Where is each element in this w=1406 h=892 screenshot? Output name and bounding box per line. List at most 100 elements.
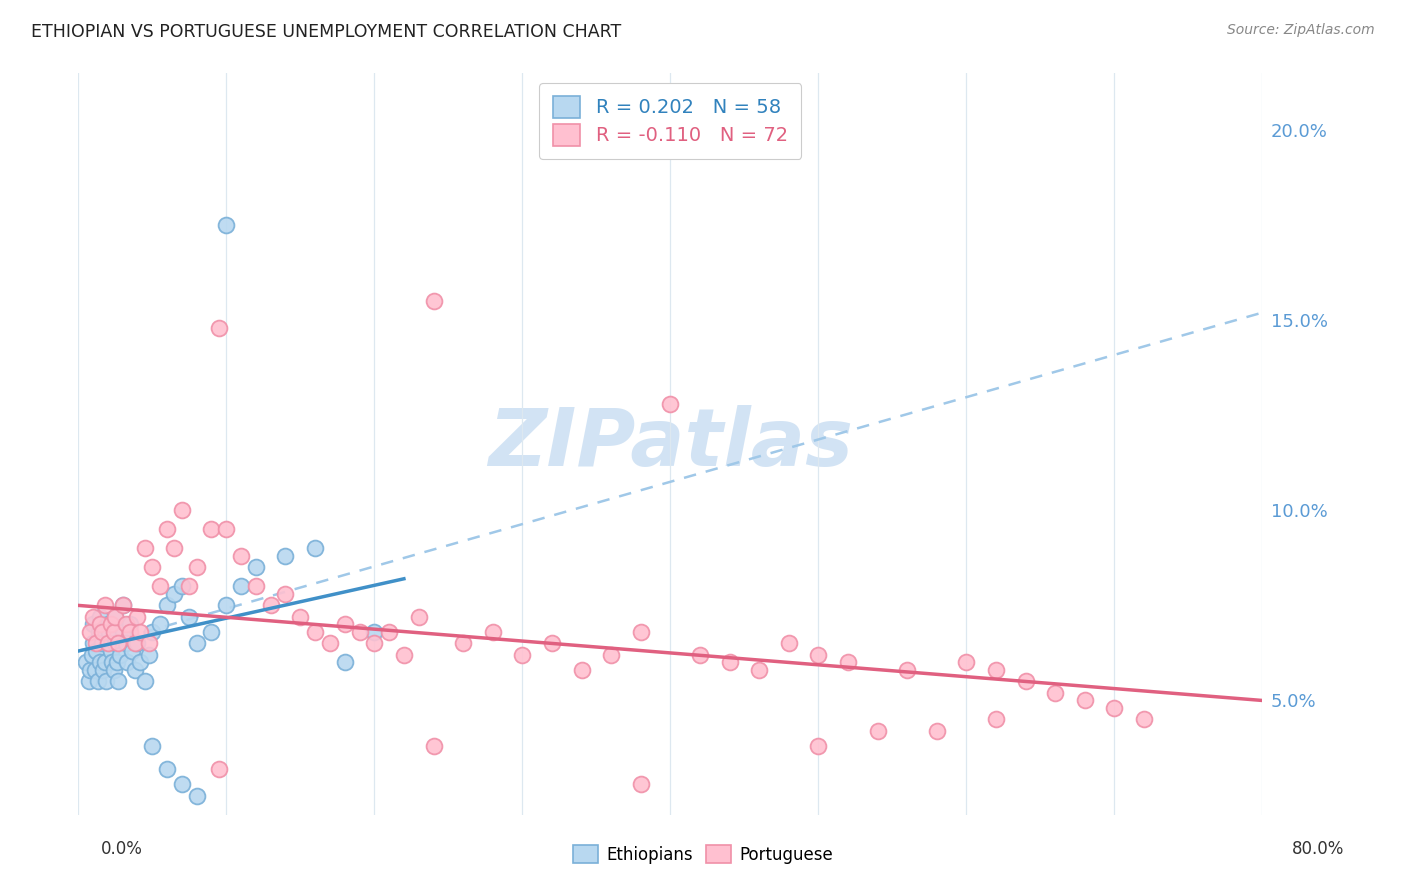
Point (79, 625, 101, 640)
Point (718, 656, 741, 670)
Point (120, 617, 142, 632)
Point (101, 656, 124, 670)
Point (120, 625, 142, 640)
Point (124, 663, 146, 677)
Point (208, 320, 231, 334)
Point (186, 560, 208, 574)
Point (215, 218, 238, 232)
Point (104, 636, 127, 650)
Point (75, 656, 97, 670)
Point (689, 648, 711, 662)
Point (170, 579, 193, 593)
Point (274, 587, 297, 601)
Point (229, 579, 252, 593)
Point (156, 762, 179, 776)
Point (96, 674, 118, 689)
Point (86, 674, 108, 689)
Point (1133, 713, 1156, 727)
Point (138, 636, 160, 650)
Text: 0.0%: 0.0% (101, 840, 143, 858)
Point (114, 617, 136, 632)
Point (186, 789, 208, 803)
Point (541, 636, 564, 650)
Point (80, 648, 103, 662)
Point (82, 636, 104, 650)
Point (91, 636, 114, 650)
Point (127, 636, 149, 650)
Point (304, 541, 326, 556)
Point (100, 644, 122, 658)
Point (170, 503, 193, 517)
Point (925, 723, 948, 738)
Point (208, 762, 231, 776)
Point (82, 609, 104, 624)
Point (363, 636, 385, 650)
Point (837, 656, 859, 670)
Point (392, 648, 415, 662)
Point (111, 625, 134, 640)
Point (630, 777, 652, 791)
Point (274, 549, 297, 563)
Point (215, 522, 238, 536)
Point (186, 636, 208, 650)
Point (105, 656, 128, 670)
Point (1043, 686, 1066, 700)
Point (659, 397, 682, 411)
Point (89, 609, 111, 624)
Point (778, 636, 800, 650)
Point (163, 541, 186, 556)
Point (111, 599, 134, 613)
Point (115, 656, 138, 670)
Point (138, 648, 160, 662)
Text: ETHIOPIAN VS PORTUGUESE UNEMPLOYMENT CORRELATION CHART: ETHIOPIAN VS PORTUGUESE UNEMPLOYMENT COR… (31, 23, 621, 41)
Point (94, 656, 117, 670)
Point (82, 617, 104, 632)
Point (260, 599, 283, 613)
Point (103, 625, 125, 640)
Point (141, 560, 163, 574)
Point (807, 739, 830, 753)
Point (97, 636, 120, 650)
Point (378, 625, 401, 640)
Point (179, 609, 201, 624)
Point (100, 617, 122, 632)
Point (245, 560, 267, 574)
Point (1104, 701, 1126, 715)
Point (304, 625, 326, 640)
Point (229, 549, 252, 563)
Point (84, 644, 107, 658)
Point (319, 636, 342, 650)
Point (104, 609, 127, 624)
Point (124, 636, 146, 650)
Point (163, 587, 186, 601)
Point (290, 609, 312, 624)
Point (510, 648, 533, 662)
Point (200, 522, 222, 536)
Point (127, 609, 149, 624)
Point (134, 674, 156, 689)
Point (156, 522, 179, 536)
Point (149, 617, 172, 632)
Point (129, 656, 152, 670)
Point (481, 625, 503, 640)
Point (408, 609, 430, 624)
Point (91, 625, 114, 640)
Point (215, 599, 238, 613)
Point (1074, 693, 1097, 707)
Point (77, 674, 100, 689)
Point (807, 648, 830, 662)
Point (149, 579, 172, 593)
Point (141, 739, 163, 753)
Point (97, 617, 120, 632)
Point (363, 625, 385, 640)
Point (83, 663, 105, 677)
Point (866, 723, 889, 738)
Point (630, 625, 652, 640)
Point (84, 636, 107, 650)
Point (156, 599, 179, 613)
Point (97, 636, 120, 650)
Point (896, 663, 918, 677)
Point (451, 636, 474, 650)
Point (104, 609, 127, 624)
Point (422, 739, 444, 753)
